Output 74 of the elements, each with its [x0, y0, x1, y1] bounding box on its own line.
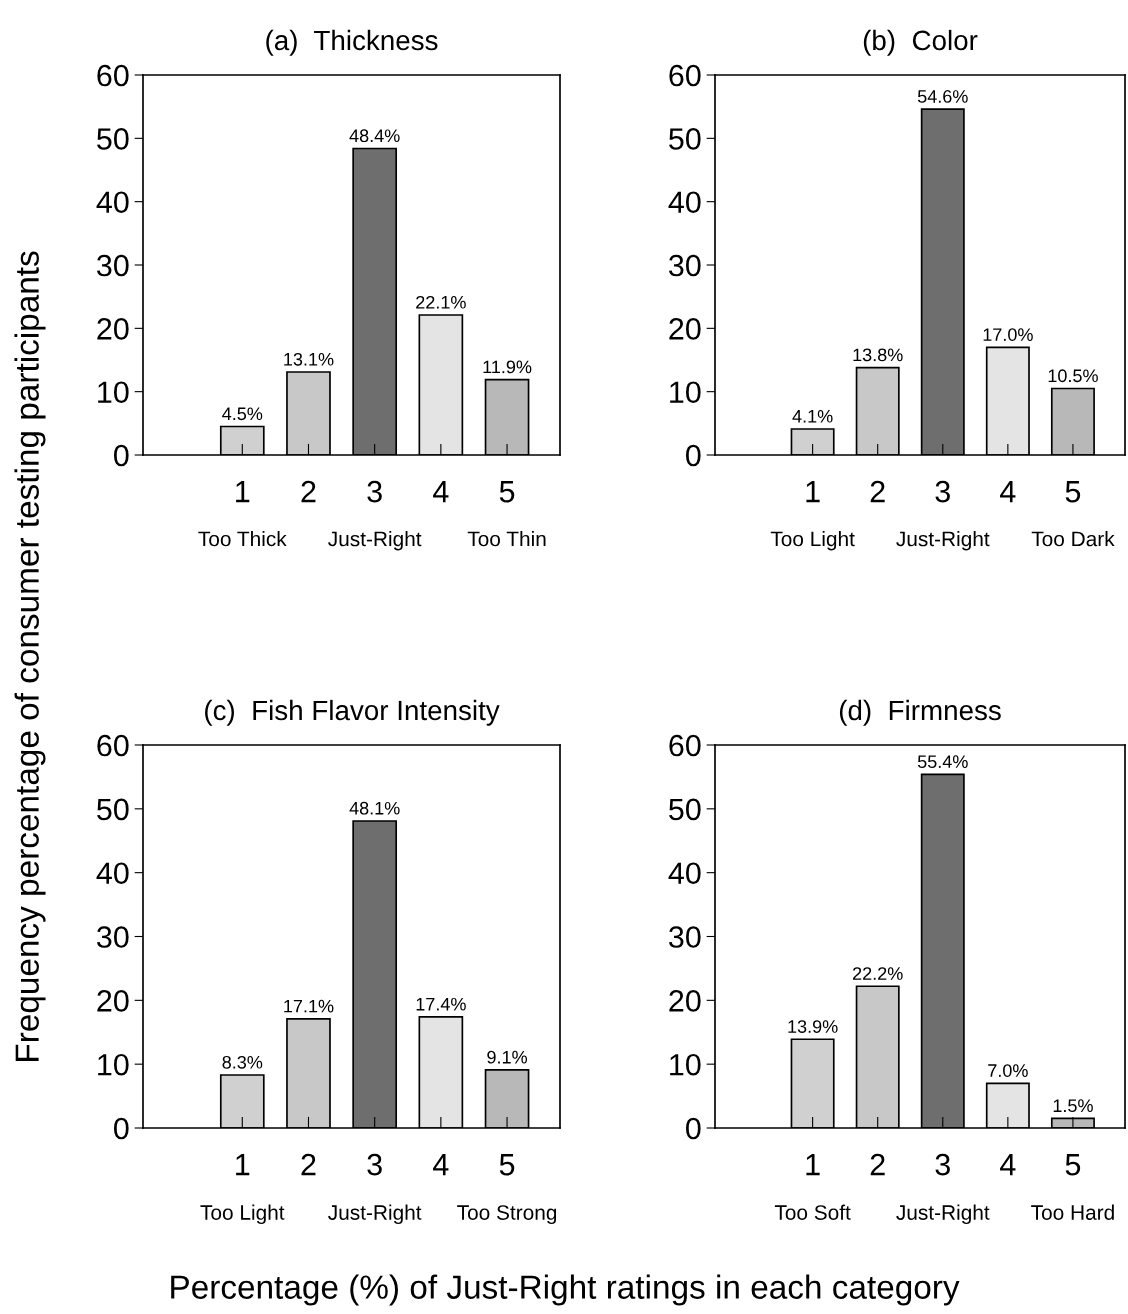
y-tick-label: 0 — [114, 444, 129, 467]
y-axis-title: Frequency percentage of consumer testing participants — [14, 251, 46, 1061]
y-tick-label: 0 — [114, 1117, 129, 1140]
category-label: 5 Too Strong — [457, 1154, 557, 1225]
data-label: 55.4% — [917, 755, 968, 769]
category-label: 3 Just-Right — [328, 480, 422, 551]
x-tick-label: 4 — [1000, 1154, 1016, 1176]
data-label: 8.3% — [222, 1055, 263, 1069]
data-label: 9.1% — [487, 1050, 527, 1064]
y-tick-label: 50 — [669, 798, 701, 821]
data-label: 13.1% — [284, 352, 334, 366]
y-tick-label: 50 — [97, 128, 129, 150]
category-label: 1 Too Light — [200, 1154, 285, 1225]
y-tick-label: 50 — [669, 128, 701, 150]
x-axis-title: Percentage (%) of Just-Right ratings in each category — [171, 1274, 960, 1306]
data-label: 22.1% — [416, 295, 466, 309]
x-tick-label: 2 — [870, 1153, 885, 1176]
y-tick-label: 30 — [668, 926, 701, 948]
category-label: 3 Just-Right — [896, 480, 990, 551]
chart-title: (d) Firmness — [839, 699, 1001, 726]
category-label: 5 Too Thin — [467, 481, 546, 547]
y-tick-label: 30 — [96, 254, 129, 277]
data-label: 48.1% — [349, 801, 400, 815]
y-tick-label: 10 — [98, 381, 129, 404]
data-label: 4.5% — [222, 407, 263, 421]
data-label: 48.4% — [349, 129, 400, 143]
data-label: 17.4% — [416, 997, 466, 1011]
y-tick-label: 30 — [668, 254, 701, 277]
data-label: 17.0% — [983, 328, 1033, 341]
chart-title: (c) Fish Flavor Intensity — [205, 699, 500, 726]
x-tick-label: 4 — [433, 1154, 449, 1176]
x-tick-label: 2 — [301, 480, 316, 503]
y-tick-label: 60 — [669, 734, 701, 757]
chart-title: (b) Color — [863, 29, 978, 56]
y-tick-label: 10 — [670, 1053, 701, 1076]
category-label: 3 Just-Right — [896, 1153, 990, 1225]
y-tick-label: 20 — [669, 990, 701, 1012]
data-label: 10.5% — [1048, 369, 1098, 383]
data-label: 13.9% — [788, 1020, 838, 1033]
y-tick-label: 30 — [96, 926, 129, 948]
y-tick-label: 20 — [669, 318, 701, 340]
category-label: 1 Too Soft — [774, 1154, 851, 1220]
y-tick-label: 0 — [686, 1117, 701, 1140]
y-tick-label: 40 — [668, 191, 701, 214]
category-label: 3 Just-Right — [328, 1153, 422, 1225]
data-label: 22.2% — [853, 967, 903, 980]
x-tick-label: 4 — [1000, 481, 1016, 503]
data-label: 11.9% — [483, 360, 532, 374]
category-label: 1 Too Thick — [198, 481, 287, 547]
x-tick-label: 2 — [301, 1153, 316, 1176]
y-tick-label: 20 — [97, 990, 129, 1012]
chart-title: (a) Thickness — [266, 29, 438, 56]
y-tick-label: 60 — [669, 64, 701, 87]
category-label: 5 Too Dark — [1031, 481, 1115, 547]
data-label: 17.1% — [284, 999, 334, 1013]
y-tick-label: 20 — [97, 318, 129, 340]
category-label: 1 Too Light — [770, 481, 855, 551]
x-tick-label: 4 — [433, 481, 449, 503]
data-label: 4.1% — [792, 409, 833, 423]
y-tick-label: 10 — [670, 381, 701, 404]
data-label: 1.5% — [1053, 1099, 1093, 1113]
y-tick-label: 60 — [97, 734, 129, 757]
data-label: 7.0% — [988, 1064, 1028, 1077]
y-tick-label: 40 — [96, 862, 129, 885]
data-label: 54.6% — [917, 90, 968, 103]
data-label: 13.8% — [853, 348, 903, 362]
y-tick-label: 50 — [97, 798, 129, 821]
y-tick-label: 60 — [97, 64, 129, 87]
x-tick-label: 2 — [870, 480, 885, 503]
y-tick-label: 0 — [686, 444, 701, 467]
category-label: 5 Too Hard — [1031, 1154, 1114, 1220]
y-tick-label: 40 — [668, 862, 701, 885]
y-tick-label: 40 — [96, 191, 129, 214]
y-tick-label: 10 — [98, 1053, 129, 1076]
